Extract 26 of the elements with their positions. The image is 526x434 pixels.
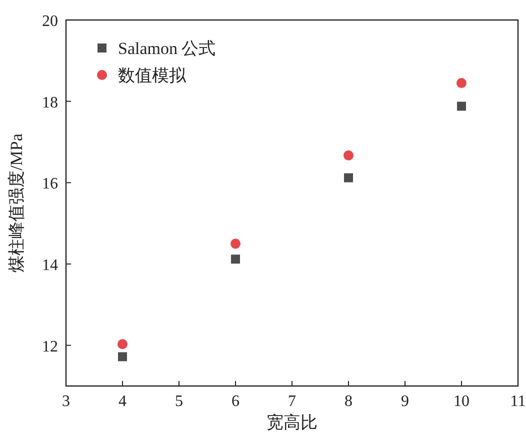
- point: [118, 339, 128, 350]
- y-tick-label: 12: [42, 338, 58, 356]
- legend-label: 数值模拟: [118, 66, 187, 85]
- point: [230, 238, 240, 249]
- y-tick-label: 18: [42, 94, 58, 112]
- x-tick-label: 3: [62, 393, 70, 410]
- x-axis-title: 宽高比: [266, 413, 318, 432]
- point: [231, 254, 240, 264]
- point: [118, 352, 127, 362]
- y-tick-label: 16: [42, 176, 58, 193]
- x-tick-label: 10: [454, 393, 470, 410]
- y-tick-label: 14: [42, 257, 58, 274]
- point: [344, 173, 353, 182]
- x-tick-label: 6: [232, 393, 240, 410]
- x-tick-label: 9: [401, 393, 409, 410]
- point: [457, 102, 466, 111]
- point: [456, 78, 466, 88]
- x-tick-label: 8: [344, 393, 352, 410]
- x-tick-label: 5: [175, 393, 183, 410]
- point: [344, 150, 354, 160]
- x-tick-label: 4: [118, 393, 126, 410]
- y-axis-title: 煤柱峰值强度/MPa: [7, 133, 26, 272]
- x-tick-label: 7: [288, 393, 296, 410]
- y-tick-label: 20: [42, 13, 58, 30]
- x-tick-label: 11: [510, 393, 526, 410]
- legend-label: Salamon 公式: [118, 39, 216, 58]
